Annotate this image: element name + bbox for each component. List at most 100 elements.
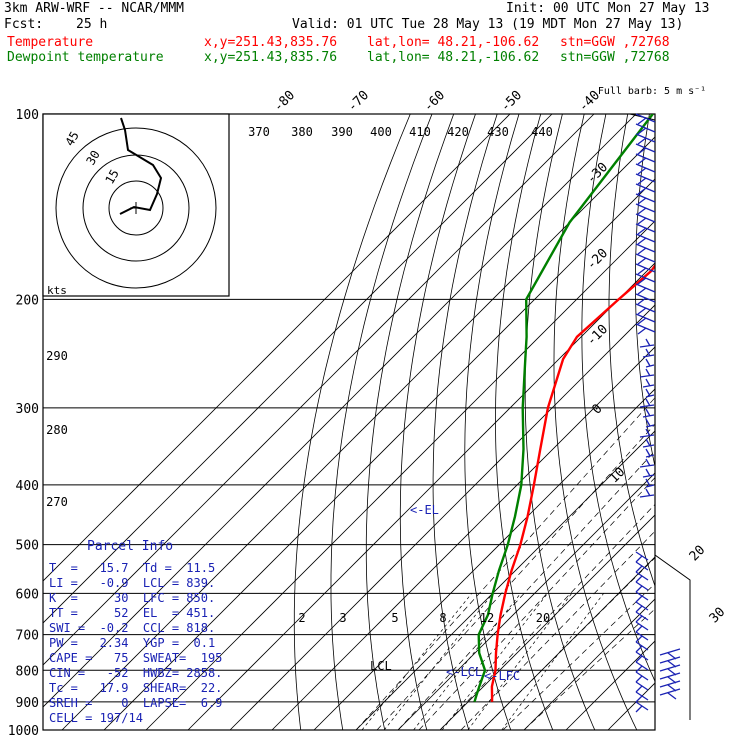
level-marker-label: <-LCL	[446, 665, 482, 679]
wind-barb	[635, 213, 656, 225]
parcel-row: TT = 52 EL = 451.	[49, 606, 216, 620]
wind-barb	[642, 348, 655, 358]
wind-barb	[635, 661, 649, 673]
dry-adiabat-line	[710, 114, 740, 740]
mixing-ratio-line	[467, 593, 573, 730]
theta-label: 280	[46, 423, 68, 437]
legend-temperature-latlon: lat,lon= 48.21,-106.62	[367, 35, 540, 50]
wind-barb	[635, 591, 649, 603]
isotherm-label: 30	[707, 605, 729, 627]
wind-barb	[635, 601, 649, 613]
wind-barb	[635, 223, 656, 235]
wind-barb	[635, 123, 656, 135]
theta-label: 410	[409, 125, 431, 139]
isotherm-label: -50	[498, 88, 525, 115]
wind-barb	[635, 631, 649, 643]
wind-barb	[635, 313, 656, 325]
wind-barb	[639, 458, 655, 468]
wind-barb	[635, 691, 649, 703]
moist-adiabat-line	[418, 477, 655, 730]
mixing-ratio-line	[383, 593, 494, 730]
wind-barb	[639, 428, 655, 438]
theta-label: 270	[46, 495, 68, 509]
init-time: Init: 00 UTC Mon 27 May 13	[506, 1, 710, 16]
isotherm-line	[43, 114, 553, 624]
fcst-value: 25 h	[76, 17, 108, 32]
isotherm-line	[313, 388, 655, 730]
isotherm-label: -80	[271, 88, 298, 115]
dry-adiabat-line	[635, 114, 655, 469]
parcel-row: Tc = 17.9 SHEAR= 22.	[49, 681, 223, 695]
isotherm-label: 0	[589, 401, 605, 417]
level-marker-label: <-EL	[410, 503, 439, 517]
dry-adiabat-line	[686, 114, 740, 740]
temperature-profile-line	[490, 263, 655, 702]
isotherm-line	[103, 178, 655, 730]
mixing-ratio-line	[361, 593, 473, 730]
wind-barb	[642, 468, 655, 478]
wind-barb	[645, 478, 655, 488]
dry-adiabat-line	[608, 114, 655, 588]
dry-adiabat-line	[330, 114, 433, 730]
pressure-tick-label: 600	[16, 587, 39, 602]
parcel-row: LI = -0.9 LCL = 839.	[49, 576, 216, 590]
wind-scale-label: Full barb: 5 m s⁻¹	[598, 86, 706, 97]
model-title: 3km ARW-WRF -- NCAR/MMM	[4, 1, 185, 16]
theta-label: 430	[487, 125, 509, 139]
wind-barb	[635, 641, 649, 653]
parcel-info-box: Parcel Info T = 15.7 Td = 11.5 LI = -0.9…	[43, 537, 229, 727]
isotherm-line	[355, 430, 655, 730]
mixing-ratio-label: 20	[536, 611, 550, 625]
isotherm-line	[187, 262, 655, 730]
dry-adiabat-line	[495, 114, 554, 730]
hodograph-ring	[108, 180, 164, 236]
pressure-tick-label: 100	[16, 108, 39, 123]
dry-adiabat-line	[661, 114, 740, 740]
dry-adiabat-line	[524, 114, 596, 730]
mixing-ratio-label: 2	[298, 611, 305, 625]
wind-barb	[639, 368, 655, 378]
pressure-tick-label: 300	[16, 402, 39, 417]
hodograph-ring-label: 30	[83, 148, 102, 168]
theta-label: 390	[331, 125, 353, 139]
wind-barb	[635, 581, 649, 593]
hodograph-ring-label: 45	[62, 129, 81, 149]
theta-label: 380	[291, 125, 313, 139]
moist-adiabat-line	[481, 557, 655, 730]
theta-label: 400	[370, 125, 392, 139]
wind-barb	[635, 113, 656, 125]
moist-adiabat-line	[376, 423, 655, 730]
isotherm-line	[43, 114, 511, 582]
mixing-ratio-label: 12	[480, 611, 494, 625]
wind-barb	[639, 488, 655, 498]
legend-dewpoint-latlon: lat,lon= 48.21,-106.62	[367, 50, 540, 65]
theta-label: 290	[46, 349, 68, 363]
parcel-info-title: Parcel Info	[87, 539, 174, 554]
level-marker-label: <-LFC	[484, 669, 520, 683]
mixing-ratio-label: 3	[339, 611, 346, 625]
isotherm-line	[271, 346, 655, 730]
moist-adiabat-line	[460, 530, 655, 730]
wind-barb	[645, 358, 655, 368]
wind-barb	[635, 233, 656, 245]
hodograph-trace	[119, 117, 163, 215]
wind-barb	[635, 243, 656, 255]
wind-barb	[635, 253, 656, 265]
isotherm-label: -70	[345, 88, 372, 115]
wind-barb	[645, 418, 655, 428]
parcel-row: CIN = -52 HWBZ= 2858.	[49, 666, 223, 680]
wind-barb	[635, 193, 656, 205]
pressure-tick-label: 800	[16, 664, 39, 679]
pressure-tick-label: 700	[16, 629, 39, 644]
wind-barb	[635, 621, 649, 633]
parcel-row: CAPE = 75 SWEAT= 195	[49, 651, 223, 665]
parcel-row: SREH = 0 LAPSE= 6.9	[49, 696, 223, 710]
mixing-ratio-label: 5	[391, 611, 398, 625]
level-marker-label: LCL	[370, 659, 392, 673]
legend-dewpoint-xy: x,y=251.43,835.76	[204, 50, 338, 65]
wind-barb	[635, 153, 656, 165]
wind-barb	[642, 408, 655, 418]
isotherm-line	[565, 640, 655, 730]
